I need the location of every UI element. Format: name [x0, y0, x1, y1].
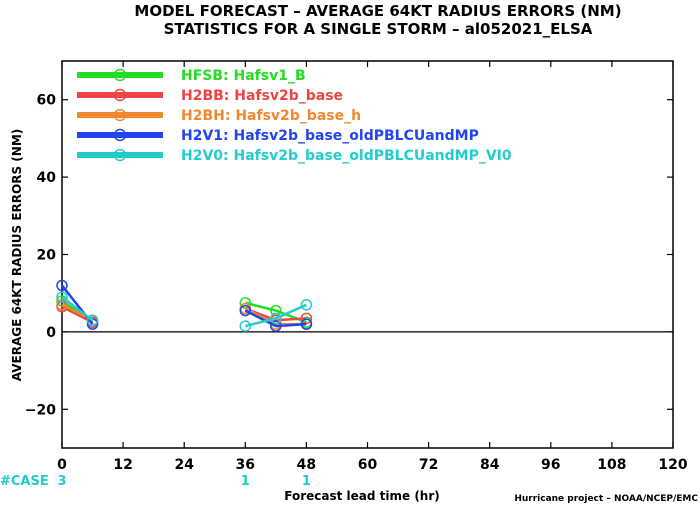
x-axis-label: Forecast lead time (hr) [284, 489, 440, 503]
legend-swatch-marker [113, 88, 127, 102]
case-count-value: 1 [241, 474, 250, 489]
x-tick-label: 84 [480, 457, 500, 473]
series-line [244, 309, 307, 328]
axis-ticks: 0 12 24 36 48 60 72 84 96 108 120 −20 0 20 40 60 [25, 61, 688, 473]
data-point-marker [86, 314, 99, 327]
case-count-value: 1 [302, 474, 311, 489]
x-tick-label: 96 [541, 457, 560, 473]
legend-swatch-marker [113, 108, 127, 122]
x-tick-label: 120 [658, 457, 687, 473]
y-tick-label: 40 [37, 170, 57, 186]
x-tick-label: 72 [419, 457, 438, 473]
legend-entry-label: H2BB: Hafsv2b_base [181, 88, 343, 104]
legend: HFSB: Hafsv1_B H2BB: Hafsv2b_base H2BH: Ha… [77, 68, 512, 164]
legend-swatch-marker [113, 68, 127, 82]
case-counts: 3 1 1 [57, 474, 310, 489]
x-tick-label: 24 [174, 457, 194, 473]
y-tick-label: 0 [46, 325, 56, 341]
chart-title-line1: MODEL FORECAST – AVERAGE 64KT RADIUS ERR… [134, 2, 621, 20]
legend-entry-label: HFSB: Hafsv1_B [181, 68, 306, 84]
data-point-marker [270, 312, 282, 325]
data-point-marker [300, 299, 313, 311]
x-tick-label: 36 [236, 457, 255, 473]
legend-swatch-marker [113, 148, 127, 162]
data-point-marker [300, 318, 313, 330]
data-point-marker [56, 279, 68, 292]
y-tick-label: 60 [37, 93, 57, 109]
case-count-label: #CASE [0, 474, 49, 489]
legend-entry-label: H2BH: Hafsv2b_base_h [181, 108, 361, 124]
y-tick-label: −20 [25, 402, 56, 418]
x-tick-label: 12 [113, 457, 132, 473]
y-axis-label: AVERAGE 64KT RADIUS ERRORS (NM) [10, 129, 24, 381]
data-point-marker [239, 304, 252, 317]
legend-swatch-marker [113, 128, 127, 142]
credit-text: Hurricane project – NOAA/NCEP/EMC [514, 494, 698, 504]
data-point-marker [56, 291, 68, 303]
plot-frame [61, 60, 674, 449]
series-line [61, 296, 94, 322]
y-tick-label: 20 [37, 248, 57, 264]
series-line [244, 303, 307, 328]
data-point-marker [56, 299, 68, 311]
case-count-value: 3 [57, 474, 66, 489]
data-point-marker [270, 320, 282, 332]
chart-title-line2: STATISTICS FOR A SINGLE STORM – al052021… [164, 20, 593, 38]
x-tick-label: 108 [597, 457, 626, 473]
x-tick-label: 60 [358, 457, 378, 473]
x-tick-label: 0 [57, 457, 67, 473]
series-layer [56, 279, 313, 332]
data-point-marker [239, 297, 252, 309]
data-point-marker [239, 320, 252, 332]
x-tick-label: 48 [297, 457, 316, 473]
legend-entry-label: H2V0: Hafsv2b_base_oldPBLCUandMP_VI0 [181, 148, 512, 164]
legend-entry-label: H2V1: Hafsv2b_base_oldPBLCUandMP [181, 128, 479, 144]
